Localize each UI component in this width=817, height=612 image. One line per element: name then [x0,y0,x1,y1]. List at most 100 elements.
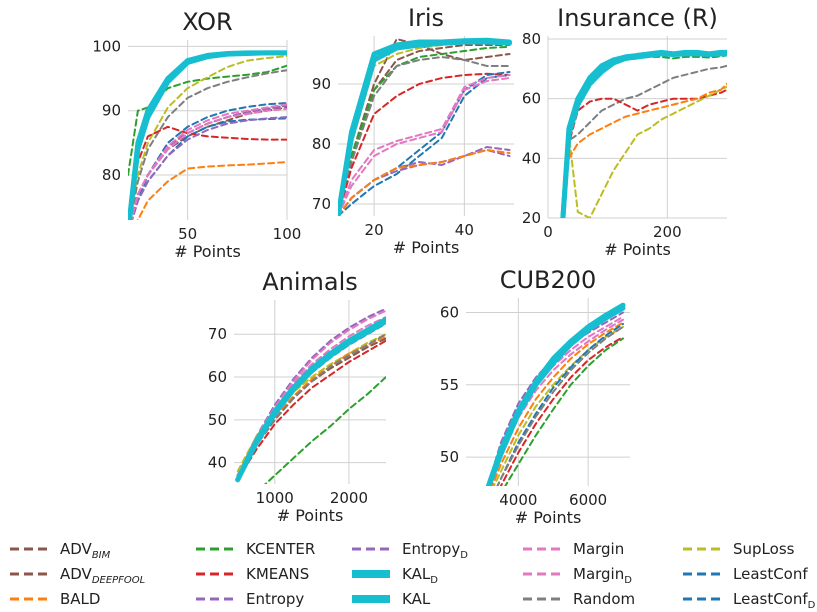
y-tick-label: 60 [208,368,227,386]
x-axis-label: # Points [515,508,582,527]
y-tick-label: 90 [312,75,331,93]
chart-cub200: 4000 6000 50 55 60 CUB200 # Points [440,266,630,527]
legend-label: KMEANS [246,565,309,583]
series-line-bald [491,321,624,486]
legend-label: EntropyD [402,540,468,561]
series-line-kal-d [128,50,287,220]
legend-label: LeastConfD [733,590,816,611]
legend-label: Entropy [246,590,304,608]
y-tick-label: 60 [440,303,459,321]
y-tick-label: 100 [92,37,121,55]
legend-label: ADVBIM [60,540,111,561]
series-line-kal-d [235,318,386,483]
series-line-entropy [338,149,511,216]
series-line-kal-d [560,51,727,218]
legend-label: SupLoss [733,540,795,558]
x-tick-label: 0 [543,223,553,241]
legend-item: Margin [523,540,624,558]
y-tick-label: 40 [208,454,227,472]
series-line-kmeans [236,339,386,481]
series-line-bald [561,82,727,218]
series-line-suploss [561,85,727,218]
legend-label: ADVDEEPFOOL [60,565,145,586]
y-tick-label: 60 [522,90,541,108]
series-line-kmeans [561,88,727,218]
series-line-kmeans [338,72,511,216]
series-line-bald [338,149,511,216]
y-tick-label: 50 [208,411,227,429]
legend-label: KAL [402,590,431,608]
series-line-leastconf [496,323,624,486]
y-tick-label: 40 [522,149,541,167]
series-line-margin-d [338,74,511,216]
series-line-random [561,64,727,218]
x-tick-label: 20 [365,221,384,239]
legend: ADVBIM KCENTER EntropyD Margin SupLossADVDEE… [10,540,816,611]
series-line-kal-d [486,305,626,486]
x-axis-label: # Points [393,238,460,257]
legend-item: KCENTER [196,540,315,558]
chart-title: Iris [408,4,444,32]
series-line-leastconf-d [130,102,287,220]
y-tick-label: 90 [102,102,121,120]
legend-label: Margin [573,540,624,558]
chart-title: Insurance (R) [557,4,718,32]
y-tick-label: 80 [102,166,121,184]
legend-subscript: D [460,550,468,561]
legend-item: SupLoss [683,540,795,558]
x-tick-label: 100 [273,225,302,243]
y-tick-label: 20 [522,209,541,227]
series-line-kcenter [264,376,386,484]
legend-item: LeastConfD [683,590,816,611]
legend-label: KALD [402,565,438,586]
series-line-suploss [128,55,287,220]
chart-title: Animals [262,268,358,296]
series-line-suploss [236,333,386,473]
legend-item: EntropyD [352,540,468,561]
series-line-kal [235,316,386,483]
y-tick-label: 70 [312,195,331,213]
series-line-kal-d [338,39,512,216]
legend-label: BALD [60,590,100,608]
legend-item: ADVBIM [10,540,111,561]
x-tick-label: 50 [178,225,197,243]
legend-item: LeastConf [683,565,808,583]
legend-subscript: D [808,600,816,611]
chart-insurance-r-: 0 200 20 40 60 80 Insurance (R) # Points [522,4,727,259]
series-line-leastconf [338,74,511,216]
series-line-kmeans [499,336,624,486]
series-line-random [496,325,624,486]
chart-title: CUB200 [500,266,597,294]
chart-xor: 50 100 80 90 100 XOR # Points [92,8,301,261]
x-axis-label: # Points [277,506,344,525]
series-line-margin [236,316,386,477]
y-tick-label: 55 [440,376,459,394]
legend-item: KALD [352,565,438,586]
series-line-adv-deepfool [338,44,511,216]
series-line-kcenter [128,64,287,176]
x-tick-label: 4000 [499,491,537,509]
x-tick-label: 6000 [569,491,607,509]
x-tick-label: 200 [653,223,682,241]
x-axis-label: # Points [174,242,241,261]
legend-item: KMEANS [196,565,309,583]
series-line-entropy-d [338,146,511,216]
legend-label: MarginD [573,565,632,586]
series-line-random [129,69,287,220]
series-line-margin [338,77,511,216]
y-tick-label: 80 [312,135,331,153]
legend-label: Random [573,590,635,608]
x-axis-label: # Points [604,240,671,259]
x-tick-label: 40 [455,221,474,239]
y-tick-label: 70 [208,325,227,343]
legend-subscript: BIM [92,550,111,561]
y-tick-label: 50 [440,448,459,466]
legend-item: Random [523,590,635,608]
series-line-adv-bim [130,106,287,220]
legend-item: ADVDEEPFOOL [10,565,145,586]
legend-item: BALD [10,590,100,608]
legend-subscript: D [624,575,632,586]
series-line-kcenter [338,45,511,216]
legend-label: KCENTER [246,540,315,558]
